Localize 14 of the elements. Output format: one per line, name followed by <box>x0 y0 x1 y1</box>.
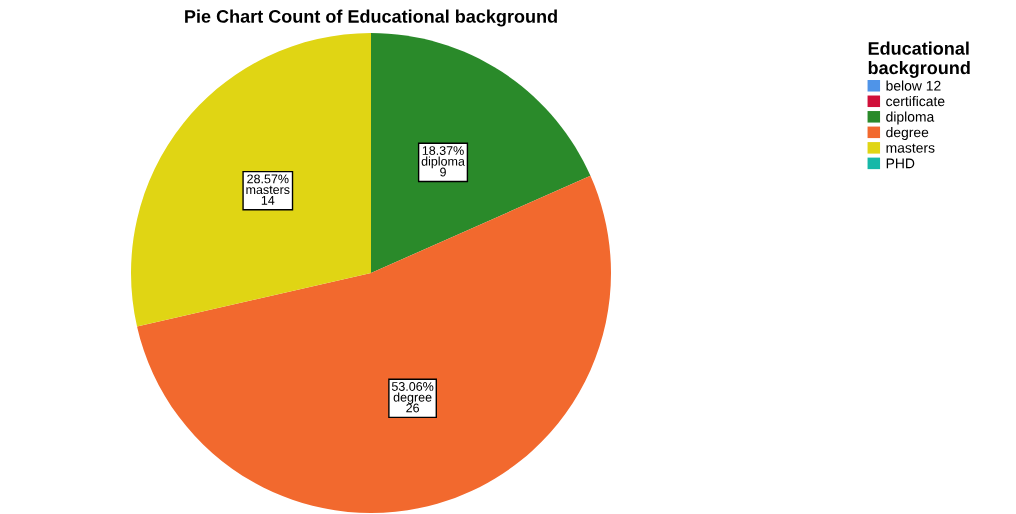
legend-label: diploma <box>886 111 935 125</box>
pie-slice <box>131 33 371 327</box>
legend-label: degree <box>886 127 929 140</box>
pie-slice <box>371 33 591 273</box>
legend-label: PHD <box>886 158 915 169</box>
pie-slice <box>137 175 611 513</box>
data-label: 18.37% diploma 9 <box>421 146 465 177</box>
legend-label: below 12 <box>886 80 941 91</box>
legend-label: masters <box>886 143 935 153</box>
data-label: 28.57% masters 14 <box>246 174 290 205</box>
legend-title: Educational background <box>868 41 970 78</box>
legend-label: certificate <box>886 96 945 107</box>
chart-title: Pie Chart Count of Educational background <box>185 9 557 27</box>
data-label: 53.06% degree 26 <box>391 382 434 413</box>
